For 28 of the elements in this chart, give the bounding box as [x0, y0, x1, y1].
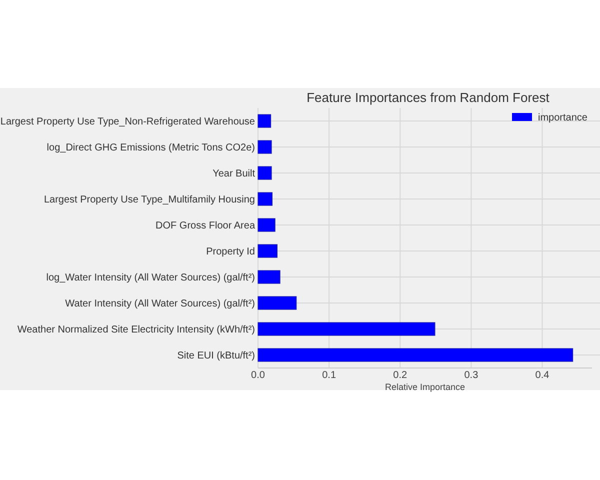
- bar: [258, 348, 574, 362]
- bar: [258, 270, 280, 284]
- y-tick-label: log_Direct GHG Emissions (Metric Tons CO2e): [46, 142, 255, 154]
- y-tick-label: Property Id: [206, 246, 255, 258]
- x-tick-label: 0.3: [464, 370, 479, 381]
- y-tick-label: Water Intensity (All Water Sources) (gal/ft²): [65, 298, 255, 310]
- y-tick-label: Largest Property Use Type_Multifamily Housing: [44, 194, 255, 206]
- x-tick-label: 0.0: [251, 370, 266, 381]
- y-tick-label: log_Water Intensity (All Water Sources) (gal/ft²): [46, 272, 255, 284]
- bar: [258, 244, 278, 258]
- y-tick-label: Weather Normalized Site Electricity Intensity (kWh/ft²): [17, 324, 255, 336]
- x-axis-title: Relative Importance: [384, 382, 466, 392]
- bar: [258, 218, 276, 232]
- y-tick-label: Site EUI (kBtu/ft²): [177, 350, 255, 362]
- y-tick-label: DOF Gross Floor Area: [156, 220, 256, 232]
- x-tick-label: 0.4: [535, 370, 550, 381]
- bar: [258, 114, 272, 128]
- x-tick-label: 0.2: [393, 370, 408, 381]
- bar: [258, 140, 272, 154]
- bar: [258, 322, 436, 336]
- y-tick-label: Year Built: [212, 168, 256, 180]
- bar: [258, 166, 272, 180]
- x-tick-label: 0.1: [322, 370, 336, 381]
- y-tick-label: Largest Property Use Type_Non-Refrigerated Warehouse: [0, 116, 256, 128]
- legend-label: importance: [538, 112, 588, 124]
- chart-title: Feature Importances from Random Forest: [306, 90, 550, 105]
- bar: [258, 192, 273, 206]
- bar: [258, 296, 297, 310]
